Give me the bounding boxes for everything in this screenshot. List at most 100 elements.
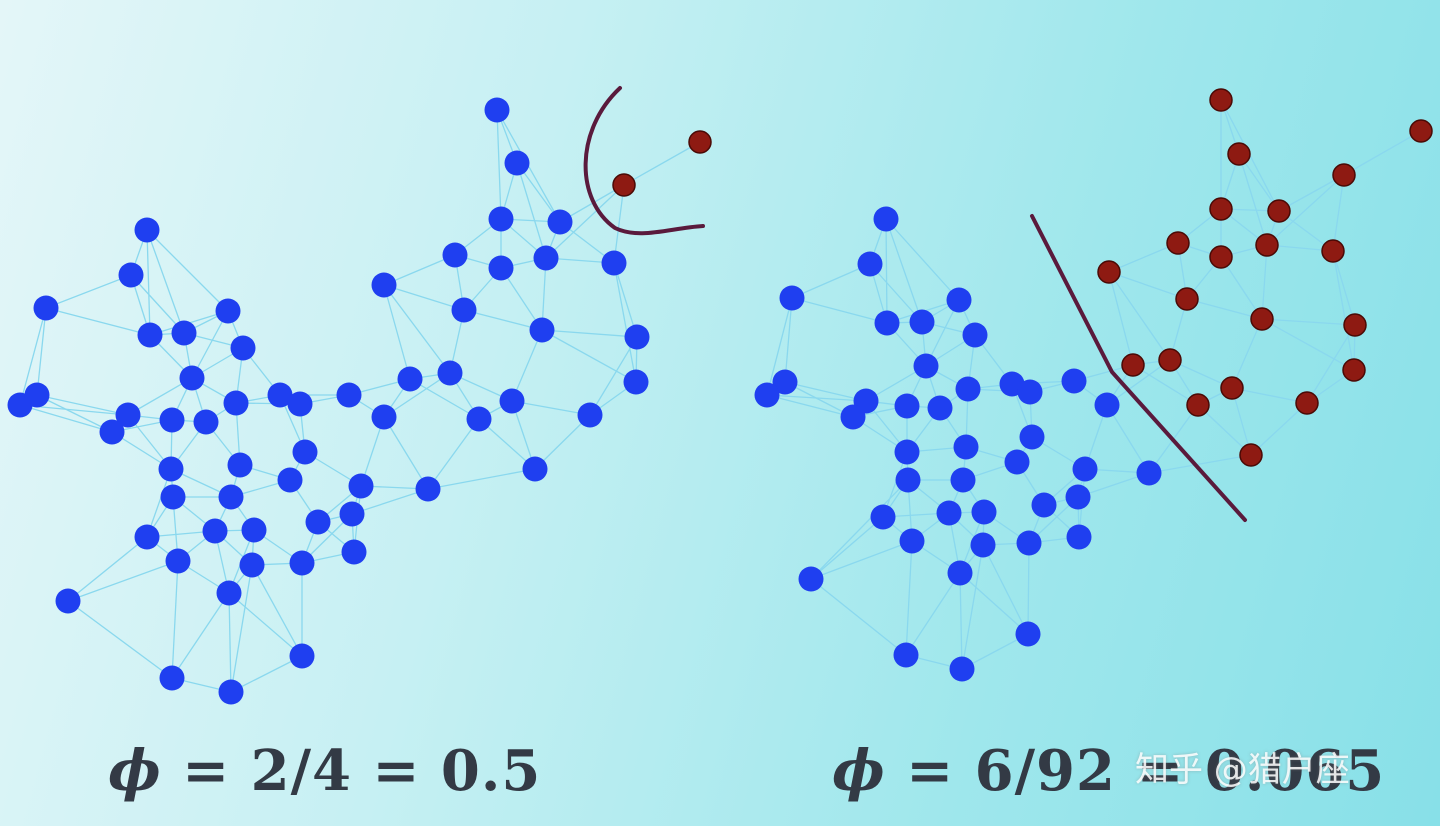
blue-node — [601, 250, 627, 276]
blue-node — [134, 217, 160, 243]
blue-node — [894, 393, 920, 419]
graph-edge — [810, 516, 884, 580]
blue-node — [950, 467, 976, 493]
graph-edge — [427, 468, 536, 490]
blue-node — [577, 402, 603, 428]
blue-node — [202, 518, 228, 544]
graph-edge — [171, 592, 230, 679]
graph-edge — [67, 536, 148, 602]
graph-edge — [478, 418, 536, 470]
blue-node — [946, 287, 972, 313]
blue-node — [193, 409, 219, 435]
graph-edge — [19, 404, 113, 433]
red-node — [1343, 313, 1367, 337]
graph-edge — [146, 229, 185, 334]
graph-edge — [230, 655, 303, 693]
blue-node — [160, 484, 186, 510]
graph-edge — [766, 394, 854, 418]
blue-node — [239, 552, 265, 578]
blue-node — [1031, 492, 1057, 518]
graph-edge — [784, 381, 867, 402]
blue-node — [292, 439, 318, 465]
blue-node — [779, 285, 805, 311]
graph-edge — [511, 329, 543, 402]
graph-edge — [1186, 298, 1263, 320]
blue-node — [179, 365, 205, 391]
graph-edge — [1261, 318, 1355, 371]
graph-edge — [534, 414, 591, 470]
blue-node — [339, 501, 365, 527]
graph-edge — [1306, 324, 1356, 404]
blue-node — [171, 320, 197, 346]
blue-node — [267, 382, 293, 408]
red-node — [1220, 376, 1244, 400]
graph-edge — [191, 310, 229, 379]
blue-node — [287, 391, 313, 417]
left-graph-nodes — [7, 97, 712, 705]
blue-node — [529, 317, 555, 343]
graph-edge — [1332, 250, 1356, 326]
graph-edge — [516, 162, 547, 259]
blue-node — [533, 245, 559, 271]
graph-edge — [171, 560, 179, 679]
blue-node — [115, 402, 141, 428]
blue-node — [909, 309, 935, 335]
blue-node — [348, 473, 374, 499]
blue-node — [953, 434, 979, 460]
graph-edge — [961, 544, 984, 670]
blue-node — [840, 404, 866, 430]
graph-edge — [885, 218, 960, 301]
graph-edge — [383, 284, 411, 380]
blue-node — [1019, 424, 1045, 450]
graph-edge — [511, 400, 591, 416]
graph-edge — [1261, 244, 1268, 320]
red-node — [1209, 245, 1233, 269]
red-node — [1097, 260, 1121, 284]
blue-node — [955, 376, 981, 402]
blue-node — [397, 366, 423, 392]
graph-edge — [463, 309, 543, 331]
blue-node — [466, 406, 492, 432]
blue-node — [547, 209, 573, 235]
red-node — [1295, 391, 1319, 415]
blue-node — [895, 467, 921, 493]
graph-edge — [613, 184, 625, 264]
conductance-formula-right: ϕ = 6/92 = 0.065 — [832, 738, 1385, 804]
blue-node — [1061, 368, 1087, 394]
blue-node — [1072, 456, 1098, 482]
blue-node — [754, 382, 780, 408]
blue-node — [1066, 524, 1092, 550]
left-cut-curve — [583, 86, 705, 236]
graph-edge — [905, 572, 961, 656]
blue-node — [899, 528, 925, 554]
graph-edge — [784, 297, 793, 383]
graph-edge — [45, 307, 151, 336]
blue-node — [894, 439, 920, 465]
graph-edge — [1108, 242, 1179, 273]
graph-edge — [545, 184, 625, 259]
blue-node — [857, 251, 883, 277]
blue-node — [623, 369, 649, 395]
blue-node — [870, 504, 896, 530]
graph-edge — [982, 544, 1029, 635]
red-node — [1209, 88, 1233, 112]
graph-edge — [1148, 454, 1252, 474]
graph-edge — [36, 394, 129, 416]
graph-edge — [1106, 359, 1171, 406]
graph-edge — [766, 394, 867, 402]
blue-node — [936, 500, 962, 526]
graph-edge — [1197, 404, 1252, 456]
graph-edge — [1108, 271, 1188, 300]
blue-node — [499, 388, 525, 414]
graph-edge — [959, 572, 963, 670]
red-node — [1158, 348, 1182, 372]
right-graph-nodes — [754, 88, 1433, 682]
blue-node — [165, 548, 191, 574]
graph-edge — [228, 592, 232, 693]
blue-node — [277, 467, 303, 493]
graph-edge — [766, 297, 793, 396]
graph-edge — [228, 592, 303, 657]
graph-edge — [383, 416, 429, 490]
blue-node — [216, 580, 242, 606]
graph-edge — [19, 307, 47, 406]
